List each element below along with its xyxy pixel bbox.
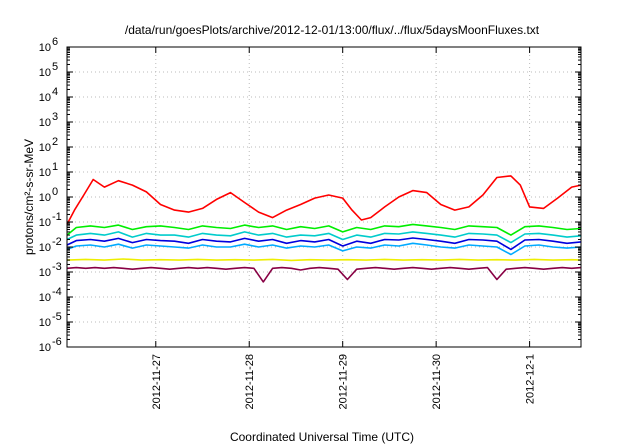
y-tick-label: 10: [39, 92, 51, 104]
y-tick-exponent: 6: [52, 36, 58, 48]
y-tick-exponent: 1: [52, 161, 58, 173]
y-axis-ticks: 10 -610 -510 -410 -310 -210 -110 010 110 210 310 41…: [39, 36, 581, 354]
y-tick-exponent: -6: [52, 336, 62, 348]
y-tick-exponent: 3: [52, 111, 58, 123]
y-tick-label: 10: [39, 192, 51, 204]
y-tick-label: 10: [39, 242, 51, 254]
y-tick-exponent: -4: [52, 286, 62, 298]
series-line-3: [66, 237, 582, 251]
y-tick-exponent: 2: [52, 136, 58, 148]
x-tick-label: 2012-12-1: [525, 354, 537, 404]
x-tick-label: 2012-11-30: [431, 354, 443, 409]
y-tick-label: 10: [39, 317, 51, 329]
y-tick-exponent: -3: [52, 261, 62, 273]
series-line-2: [66, 231, 582, 244]
y-tick-label: 10: [39, 42, 51, 54]
y-tick-label: 10: [39, 267, 51, 279]
x-axis-ticks: 2012-11-27 2012-11-28 2012-11-29 2012-11-30…: [151, 47, 537, 409]
series-group: [66, 175, 582, 283]
x-tick-label: 2012-11-27: [151, 354, 163, 409]
y-tick-label: 10: [39, 117, 51, 129]
y-tick-exponent: -2: [52, 236, 62, 248]
y-tick-label: 10: [39, 142, 51, 154]
y-tick-exponent: -1: [52, 211, 62, 223]
y-tick-exponent: -5: [52, 311, 62, 323]
y-tick-label: 10: [39, 342, 51, 354]
y-axis-label: protons/cm²-s-sr-MeV: [22, 139, 36, 255]
y-tick-exponent: 5: [52, 61, 58, 73]
chart-title: /data/run/goesPlots/archive/2012-12-01/1…: [125, 23, 540, 37]
y-tick-exponent: 4: [52, 86, 58, 98]
y-tick-exponent: 0: [52, 186, 58, 198]
series-line-5: [66, 258, 582, 262]
series-line-6: [66, 266, 582, 283]
y-tick-label: 10: [39, 67, 51, 79]
x-tick-label: 2012-11-28: [244, 354, 256, 409]
series-line-4: [66, 242, 582, 256]
y-tick-label: 10: [39, 292, 51, 304]
x-tick-label: 2012-11-29: [338, 354, 350, 409]
x-axis-label: Coordinated Universal Time (UTC): [230, 430, 414, 444]
grid: [67, 47, 581, 347]
y-tick-label: 10: [39, 217, 51, 229]
y-tick-label: 10: [39, 167, 51, 179]
series-line-0: [66, 175, 582, 225]
series-line-1: [66, 223, 582, 236]
